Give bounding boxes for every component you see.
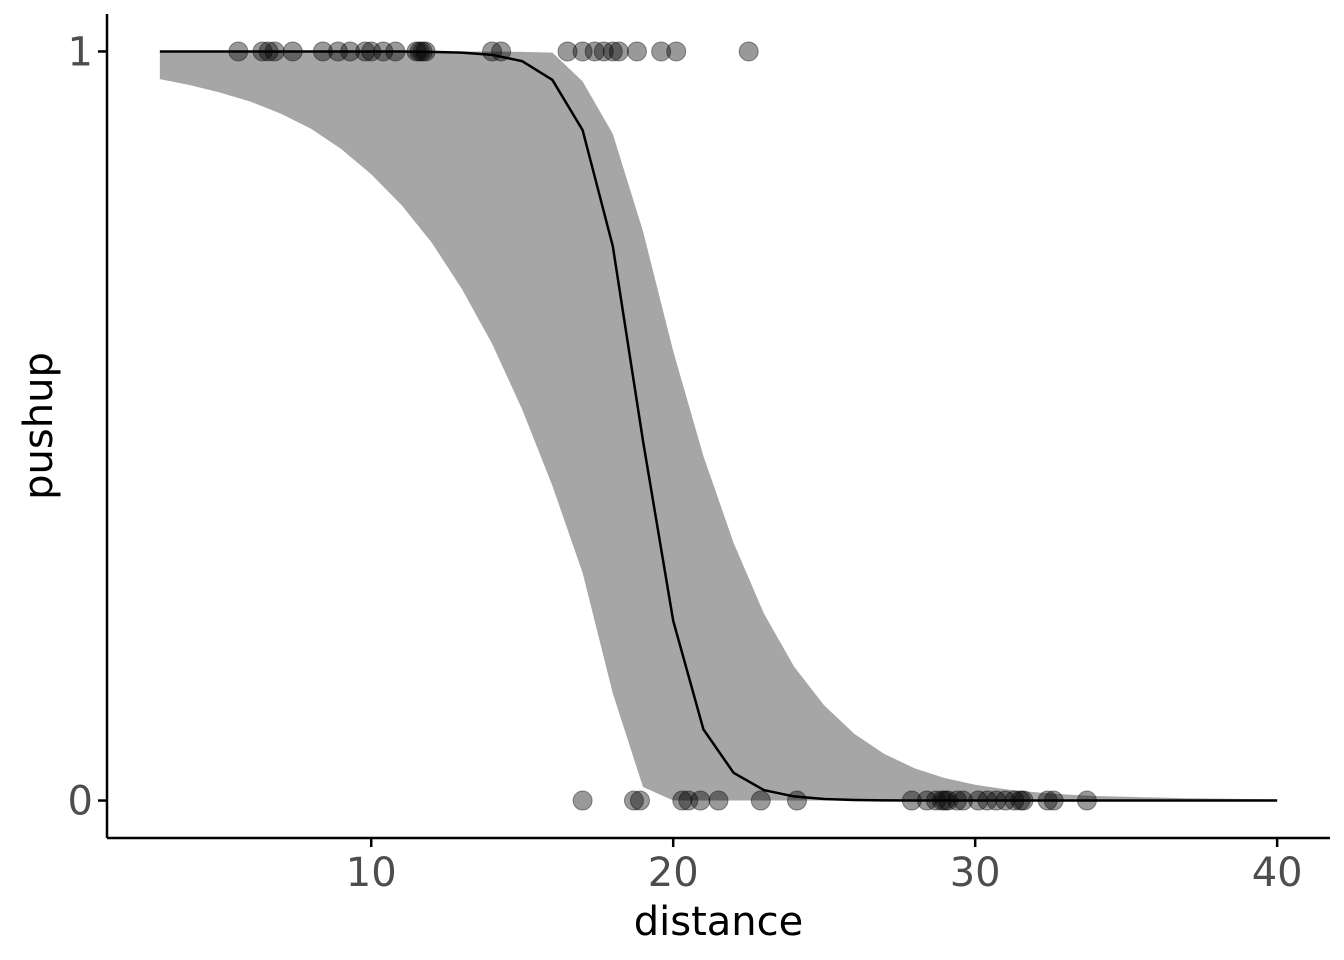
data-point	[672, 790, 693, 811]
fit-line	[159, 50, 1278, 802]
data-point	[690, 790, 711, 811]
data-point	[629, 790, 650, 811]
data-point	[986, 790, 1007, 811]
x-tick-label: 20	[648, 850, 699, 896]
data-point	[409, 41, 430, 62]
data-point	[482, 41, 503, 62]
data-point	[1037, 790, 1058, 811]
data-point	[938, 790, 959, 811]
data-point	[708, 790, 729, 811]
data-point	[602, 41, 623, 62]
data-point	[264, 41, 285, 62]
data-point	[931, 790, 952, 811]
axes-layer	[105, 14, 1330, 840]
data-point	[925, 790, 946, 811]
data-point	[258, 41, 279, 62]
data-point	[995, 790, 1016, 811]
data-point	[947, 790, 968, 811]
data-point	[406, 41, 427, 62]
x-ticks-layer: 10 20 30 40	[346, 838, 1303, 896]
data-point	[623, 790, 644, 811]
data-point	[1010, 790, 1031, 811]
data-point	[282, 41, 303, 62]
data-point	[557, 41, 578, 62]
y-ticks-layer: 01	[68, 29, 107, 825]
data-point	[228, 41, 249, 62]
data-point	[666, 41, 687, 62]
data-point	[361, 41, 382, 62]
data-point	[738, 41, 759, 62]
data-point	[355, 41, 376, 62]
x-axis-title: distance	[634, 899, 804, 945]
y-tick-label: 1	[68, 29, 93, 75]
x-tick-label: 30	[950, 850, 1001, 896]
data-point	[252, 41, 273, 62]
data-point	[787, 790, 808, 811]
data-point	[626, 41, 647, 62]
data-point	[934, 790, 955, 811]
y-axis-title: pushup	[16, 352, 62, 500]
data-point	[977, 790, 998, 811]
data-point	[1004, 790, 1025, 811]
data-point	[572, 41, 593, 62]
data-point	[412, 41, 433, 62]
data-point	[385, 41, 406, 62]
data-point	[593, 41, 614, 62]
data-point	[491, 41, 512, 62]
data-point	[608, 41, 629, 62]
data-point	[1013, 790, 1034, 811]
data-point	[678, 790, 699, 811]
data-point	[1076, 790, 1097, 811]
data-point	[750, 790, 771, 811]
confidence-ribbon-layer	[159, 51, 1278, 801]
x-tick-label: 10	[346, 850, 397, 896]
x-tick-label: 40	[1252, 850, 1303, 896]
data-point	[373, 41, 394, 62]
data-point	[340, 41, 361, 62]
data-point	[901, 790, 922, 811]
fit-line-layer	[159, 50, 1278, 802]
data-points-layer	[228, 41, 1097, 811]
data-point	[968, 790, 989, 811]
data-point	[415, 41, 436, 62]
data-point	[572, 790, 593, 811]
data-point	[584, 41, 605, 62]
data-point	[328, 41, 349, 62]
data-point	[953, 790, 974, 811]
data-point	[651, 41, 672, 62]
data-point	[1043, 790, 1064, 811]
data-point	[916, 790, 937, 811]
y-tick-label: 0	[68, 779, 93, 825]
confidence-ribbon	[159, 51, 1278, 801]
data-point	[312, 41, 333, 62]
